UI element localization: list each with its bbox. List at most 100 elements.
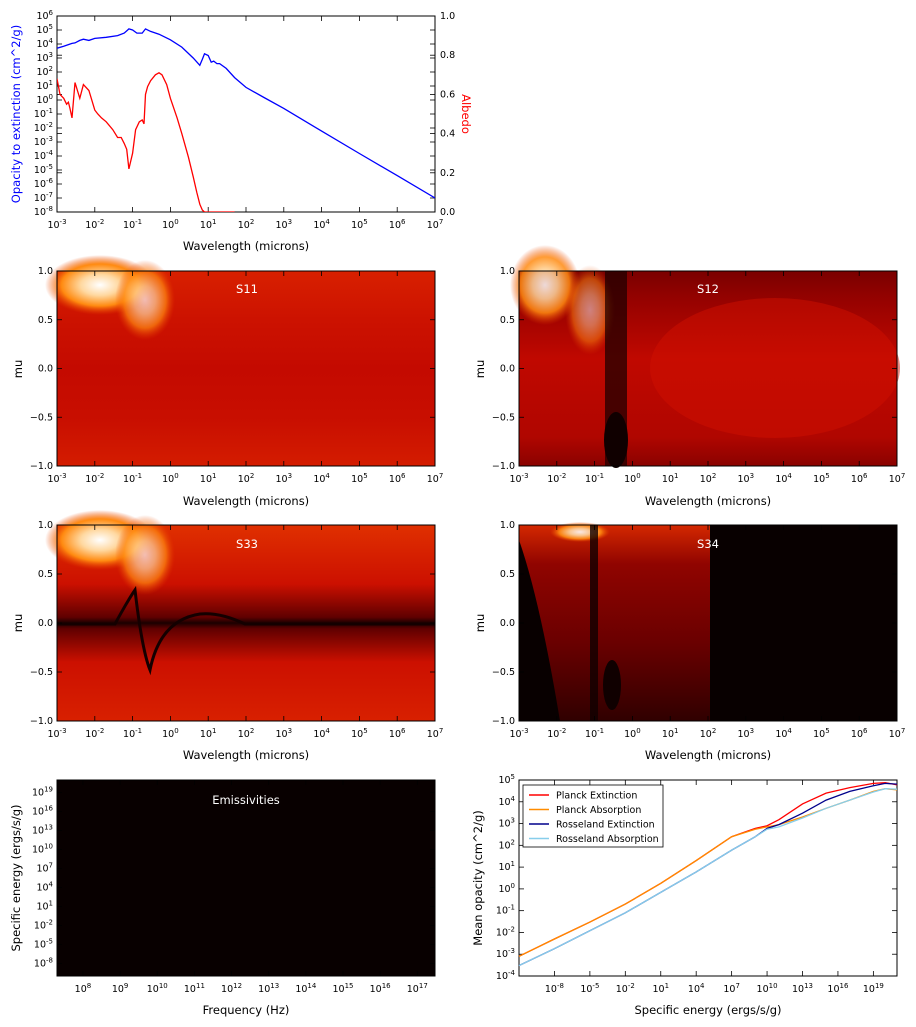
- x-tick-label: 10-5: [580, 982, 599, 995]
- y-tick-label: 105: [36, 23, 53, 36]
- x-tick-label: 100: [162, 472, 179, 485]
- p7-axes: 10-8 10-5 10-2 101 104 107 1010 1013 1016 1019 10-…: [496, 773, 897, 995]
- y-tick-label: 10-7: [34, 191, 53, 204]
- x-tick-label: 100: [162, 727, 179, 740]
- x-tick-label: 1012: [221, 982, 242, 995]
- p4-axes: 10-3 10-2 10-1 100 101 102 103 104 105 106 107 −1.0…: [30, 520, 443, 740]
- s12-dark-spot: [604, 412, 628, 468]
- y-tick-label: 101: [498, 860, 515, 873]
- emissivities-frame: [56, 779, 436, 977]
- y-tick-label: −1.0: [492, 461, 515, 472]
- s11-title: S11: [236, 282, 258, 296]
- s34-heatmap-plot: 10-3 10-2 10-1 100 101 102 103 104 105 106 107 −1.0…: [473, 520, 905, 762]
- x-tick-label: 104: [313, 218, 330, 231]
- x-tick-label: 10-3: [47, 472, 66, 485]
- legend-label: Rosseland Extinction: [556, 820, 655, 831]
- p7-xlabel: Specific energy (ergs/s/g): [634, 1003, 781, 1017]
- x-tick-label: 102: [238, 218, 255, 231]
- x-tick-label: 105: [351, 727, 368, 740]
- y-tick-label: −1.0: [492, 716, 515, 727]
- y-tick-label: 0.5: [500, 569, 515, 580]
- y-tick-label: 106: [36, 9, 53, 22]
- x-tick-label: 103: [276, 218, 293, 231]
- y-tick-label: 102: [498, 838, 515, 851]
- y-tick-label: 10-4: [34, 149, 54, 162]
- x-tick-label: 102: [700, 472, 717, 485]
- x-tick-label: 104: [775, 472, 792, 485]
- p3-xlabel: Wavelength (microns): [645, 494, 771, 508]
- opacity-albedo-plot: 10-3 10-2 10-1 100 101 102 103 104 105 106 10710-8…: [9, 9, 473, 253]
- opacity-series-line: [57, 28, 435, 199]
- x-tick-label: 102: [238, 472, 255, 485]
- p6-axes: 108 109 1010 1011 1012 1013 1014 1015 1016 1017 10…: [32, 780, 435, 995]
- x-tick-label: 1014: [295, 982, 317, 995]
- y-tick-label: −0.5: [30, 667, 53, 678]
- y-tick-label: 1016: [32, 805, 54, 818]
- y-tick-label: 1.0: [38, 266, 53, 277]
- emissivities-heatmap-field: [57, 780, 435, 976]
- p6-xlabel: Frequency (Hz): [203, 1003, 290, 1017]
- p3-ylabel: mu: [473, 360, 487, 379]
- s33-title: S33: [236, 537, 258, 551]
- s11-heatmap-plot: 10-3 10-2 10-1 100 101 102 103 104 105 106 107 −1.0…: [11, 255, 443, 508]
- p7-ylabel: Mean opacity (cm^2/g): [471, 810, 485, 945]
- x-tick-label: 101: [200, 727, 217, 740]
- y-tick-label: 10-8: [34, 956, 53, 969]
- legend-label: Rosseland Absorption: [556, 834, 659, 845]
- y-tick-label: 100: [498, 882, 515, 895]
- y-tick-label: 10-8: [34, 205, 53, 218]
- series-line: [518, 788, 898, 967]
- x-tick-label: 107: [889, 727, 906, 740]
- x-tick-label: 106: [389, 218, 406, 231]
- x-tick-label: 1016: [827, 982, 849, 995]
- y-tick-label: 104: [498, 795, 515, 808]
- p3-axes: 10-3 10-2 10-1 100 101 102 103 104 105 106 107 −1.0…: [492, 266, 905, 485]
- x-tick-label: 107: [723, 982, 740, 995]
- s33-dark-ridge: [57, 585, 435, 676]
- x-tick-label: 107: [427, 727, 444, 740]
- y-tick-label: 0.0: [500, 618, 515, 629]
- y-tick-label: 0.4: [440, 129, 455, 140]
- x-tick-label: 10-2: [85, 727, 104, 740]
- x-tick-label: 101: [200, 472, 217, 485]
- y-tick-label: 10-2: [34, 121, 53, 134]
- p1-xlabel: Wavelength (microns): [183, 239, 309, 253]
- x-tick-label: 105: [351, 218, 368, 231]
- p2-xlabel: Wavelength (microns): [183, 494, 309, 508]
- y-tick-label: 0.8: [440, 50, 455, 61]
- s12-bright-region: [650, 298, 900, 438]
- y-tick-label: 10-5: [34, 937, 53, 950]
- x-tick-label: 10-1: [123, 218, 142, 231]
- y-tick-label: 10-6: [34, 177, 54, 190]
- x-tick-label: 1010: [757, 982, 778, 995]
- p1-ylabel-left: Opacity to extinction (cm^2/g): [9, 25, 23, 203]
- x-tick-label: 109: [112, 982, 129, 995]
- y-tick-label: 103: [498, 817, 515, 830]
- s12-title: S12: [697, 282, 719, 296]
- p5-xlabel: Wavelength (microns): [645, 748, 771, 762]
- x-tick-label: 10-2: [547, 727, 566, 740]
- legend-label: Planck Extinction: [556, 791, 637, 802]
- y-tick-label: 0.0: [38, 364, 53, 375]
- emissivities-heatmap-plot: 108 109 1010 1011 1012 1013 1014 1015 1016 1017 10…: [9, 779, 436, 1017]
- x-tick-label: 105: [813, 727, 830, 740]
- y-tick-label: 100: [36, 93, 53, 106]
- s33-hot-region: [115, 515, 175, 595]
- x-tick-label: 103: [738, 472, 755, 485]
- y-tick-label: 107: [36, 862, 53, 875]
- x-tick-label: 10-2: [85, 472, 104, 485]
- s12-hot-region: [510, 245, 580, 325]
- x-tick-label: 107: [427, 472, 444, 485]
- x-tick-label: 101: [200, 218, 217, 231]
- x-tick-label: 10-3: [47, 218, 66, 231]
- y-tick-label: 10-3: [34, 135, 53, 148]
- s11-hot-region: [115, 260, 175, 340]
- y-tick-label: 10-2: [496, 925, 515, 938]
- x-tick-label: 100: [162, 218, 179, 231]
- y-tick-label: 1019: [32, 786, 53, 799]
- x-tick-label: 10-1: [123, 727, 142, 740]
- x-tick-label: 10-3: [47, 727, 66, 740]
- y-tick-label: 10-4: [496, 969, 516, 982]
- x-tick-label: 1013: [792, 982, 813, 995]
